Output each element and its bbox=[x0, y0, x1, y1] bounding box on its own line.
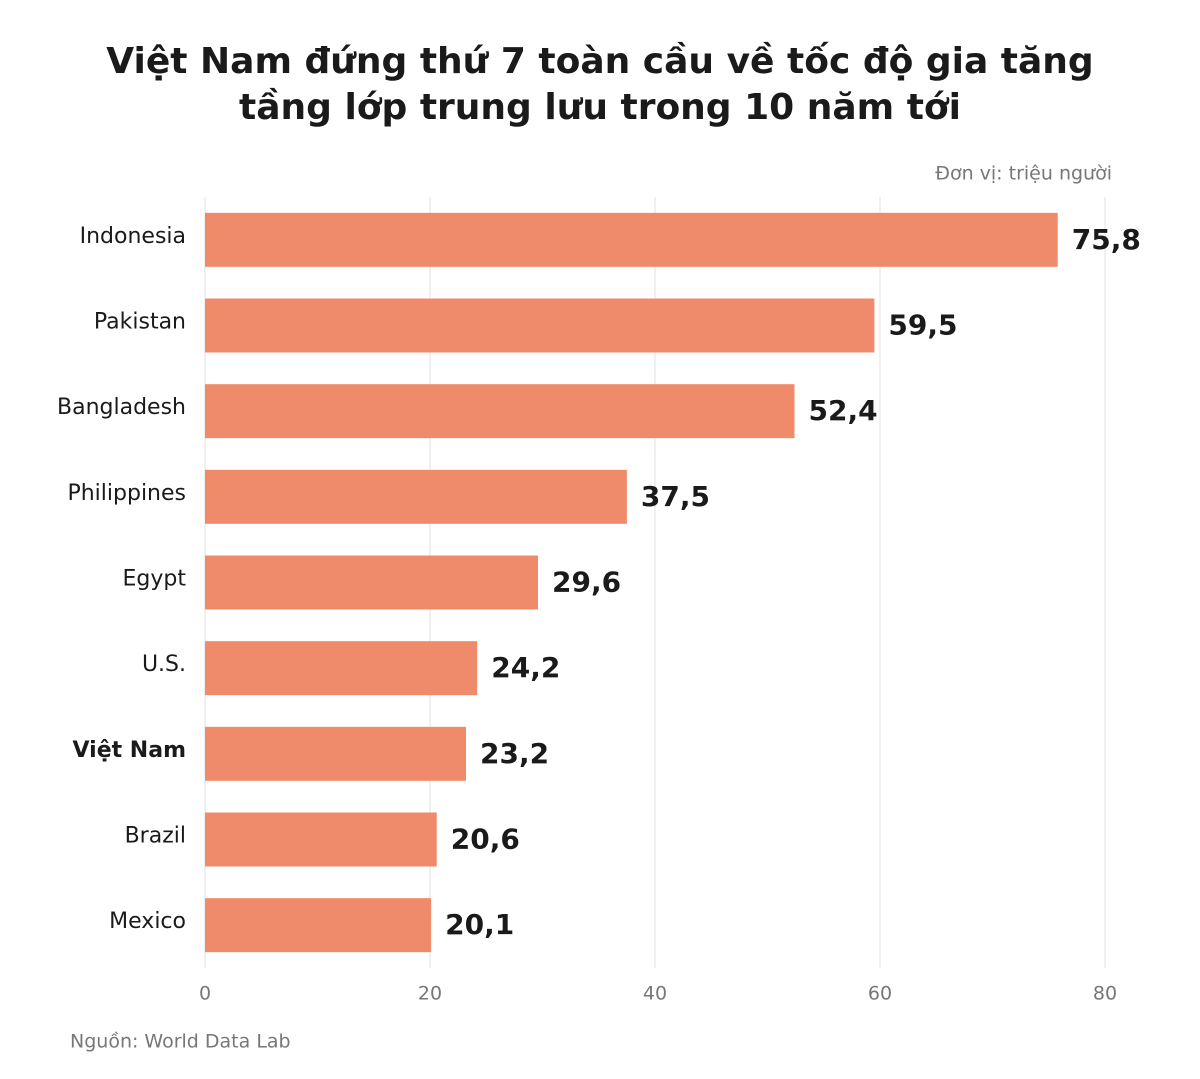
unit-label: Đơn vị: triệu người bbox=[935, 163, 1112, 185]
source: Nguồn: World Data Lab bbox=[70, 1031, 291, 1053]
bar bbox=[205, 641, 478, 696]
bar bbox=[205, 898, 432, 953]
value-label: 23,2 bbox=[480, 737, 549, 770]
value-label: 52,4 bbox=[809, 394, 878, 427]
y-tick-label: Việt Nam bbox=[73, 738, 186, 763]
y-tick-label: Indonesia bbox=[80, 224, 186, 249]
x-tick-label: 20 bbox=[418, 983, 442, 1005]
y-tick-label: Egypt bbox=[123, 567, 187, 592]
bar bbox=[205, 469, 627, 524]
x-tick-label: 60 bbox=[868, 983, 892, 1005]
y-tick-label: Philippines bbox=[67, 481, 186, 506]
value-label: 75,8 bbox=[1072, 223, 1141, 256]
value-label: 59,5 bbox=[888, 309, 957, 342]
bar bbox=[205, 384, 795, 439]
y-tick-label: Mexico bbox=[109, 909, 186, 934]
x-tick-label: 0 bbox=[199, 983, 211, 1005]
bar bbox=[205, 555, 538, 610]
value-label: 37,5 bbox=[641, 480, 710, 513]
y-tick-label: U.S. bbox=[142, 652, 186, 677]
bar bbox=[205, 726, 466, 781]
value-label: 20,1 bbox=[445, 908, 514, 941]
value-label: 29,6 bbox=[552, 566, 621, 599]
value-label: 24,2 bbox=[491, 651, 560, 684]
chart-title: tầng lớp trung lưu trong 10 năm tới bbox=[239, 87, 961, 128]
bar bbox=[205, 212, 1058, 267]
chart-title: Việt Nam đứng thứ 7 toàn cầu về tốc độ g… bbox=[106, 41, 1093, 82]
value-label: 20,6 bbox=[451, 823, 520, 856]
x-tick-label: 80 bbox=[1093, 983, 1117, 1005]
y-tick-label: Pakistan bbox=[94, 310, 186, 335]
y-tick-label: Brazil bbox=[125, 824, 186, 849]
bar bbox=[205, 812, 437, 867]
y-tick-label: Bangladesh bbox=[57, 395, 186, 420]
bar bbox=[205, 298, 875, 353]
x-tick-label: 40 bbox=[643, 983, 667, 1005]
